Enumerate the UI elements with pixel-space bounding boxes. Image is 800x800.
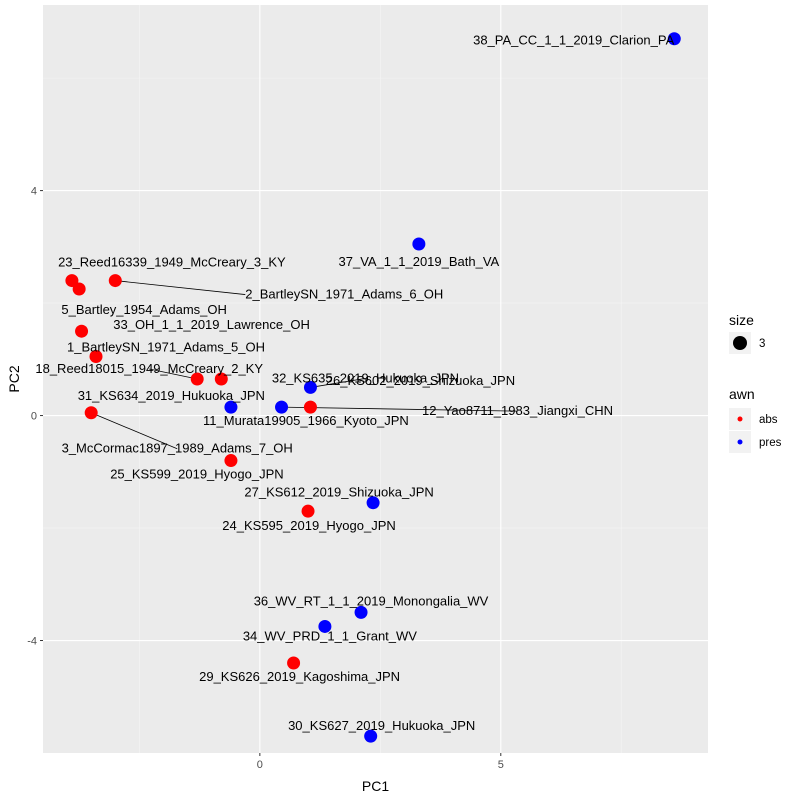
data-point-abs <box>301 504 315 518</box>
legend-size-title: size <box>729 312 754 328</box>
legend-pres-key <box>737 439 743 445</box>
data-point-abs <box>224 454 238 468</box>
panel-background <box>43 5 708 753</box>
label-leader-line <box>149 368 198 380</box>
y-tick-label: 4 <box>31 186 37 198</box>
point-label: 12_Yao8711_1983_Jiangxi_CHN <box>422 403 613 418</box>
x-axis-title: PC1 <box>362 778 389 794</box>
label-leader-line <box>91 412 178 450</box>
data-point-abs <box>72 282 86 296</box>
data-point-abs <box>303 400 317 414</box>
data-point-pres <box>275 400 289 414</box>
legend-abs-key <box>737 416 743 422</box>
point-labels: 38_PA_CC_1_1_2019_Clarion_PA 37_VA_1_1_20… <box>35 33 674 733</box>
point-label: 25_KS599_2019_Hyogo_JPN <box>110 467 283 482</box>
y-tick-label: 0 <box>31 411 37 423</box>
point-label: 31_KS634_2019_Hukuoka_JPN <box>78 388 265 403</box>
point-label: 38_PA_CC_1_1_2019_Clarion_PA <box>473 33 674 48</box>
label-leader-line <box>115 280 246 295</box>
point-label: 29_KS626_2019_Kagoshima_JPN <box>199 669 400 684</box>
data-point-abs <box>84 406 98 420</box>
data-point-abs <box>190 372 204 386</box>
point-label: 33_OH_1_1_2019_Lawrence_OH <box>113 317 310 332</box>
point-label: 30_KS627_2019_Hukuoka_JPN <box>288 718 475 733</box>
data-point-pres <box>354 605 368 619</box>
point-label: 24_KS595_2019_Hyogo_JPN <box>222 518 395 533</box>
point-label: 3_McCormac1897_1989_Adams_7_OH <box>62 441 293 456</box>
axes: 0 5 -4 0 4 <box>27 186 504 771</box>
data-point-pres <box>318 619 332 633</box>
point-label: 37_VA_1_1_2019_Bath_VA <box>339 254 500 269</box>
legend-awn-title: awn <box>729 386 755 402</box>
point-label: 5_Bartley_1954_Adams_OH <box>61 302 227 317</box>
point-label: 18_Reed18015_1949_McCreary_2_KY <box>35 361 263 376</box>
x-tick-label: 0 <box>257 759 263 771</box>
label-leader-lines <box>91 280 518 450</box>
data-point-pres <box>366 496 380 510</box>
legend-abs-label: abs <box>759 414 778 426</box>
legend-size-label: 3 <box>759 338 765 350</box>
point-label: 32_KS635_2019_Hukuoka_JPN <box>272 370 459 385</box>
label-leader-line <box>310 378 366 388</box>
major-gridlines <box>43 5 708 753</box>
data-point-pres <box>667 32 681 46</box>
data-point-pres <box>412 237 426 251</box>
data-point-pres <box>303 380 317 394</box>
y-axis-title: PC2 <box>6 365 22 392</box>
y-tick-label: -4 <box>27 636 37 648</box>
data-point-abs <box>75 324 89 338</box>
data-point-abs <box>89 350 103 364</box>
point-label: 34_WV_PRD_1_1_Grant_WV <box>243 628 417 643</box>
data-points <box>65 32 681 743</box>
point-label: 1_BartleySN_1971_Adams_5_OH <box>67 340 265 355</box>
point-label: 23_Reed16339_1949_McCreary_3_KY <box>58 255 286 270</box>
legend-size-key <box>733 336 747 350</box>
point-label: 11_Murata19905_1966_Kyoto_JPN <box>203 413 409 428</box>
legend-pres-label: pres <box>759 437 782 449</box>
data-point-abs <box>214 372 228 386</box>
point-label: 26_KS602_2019_Shizuoka_JPN <box>326 373 515 388</box>
data-point-pres <box>364 729 378 743</box>
data-point-abs <box>65 274 79 288</box>
legend: size 3 awn abs pres <box>729 312 782 453</box>
minor-gridlines <box>43 5 708 753</box>
point-label: 2_BartleySN_1971_Adams_6_OH <box>245 287 443 302</box>
data-point-abs <box>287 656 301 670</box>
data-point-pres <box>224 400 238 414</box>
data-point-abs <box>108 274 122 288</box>
point-label: 27_KS612_2019_Shizuoka_JPN <box>244 485 433 500</box>
point-label: 36_WV_RT_1_1_2019_Monongalia_WV <box>254 593 489 608</box>
label-leader-line <box>281 406 518 412</box>
x-tick-label: 5 <box>498 759 504 771</box>
